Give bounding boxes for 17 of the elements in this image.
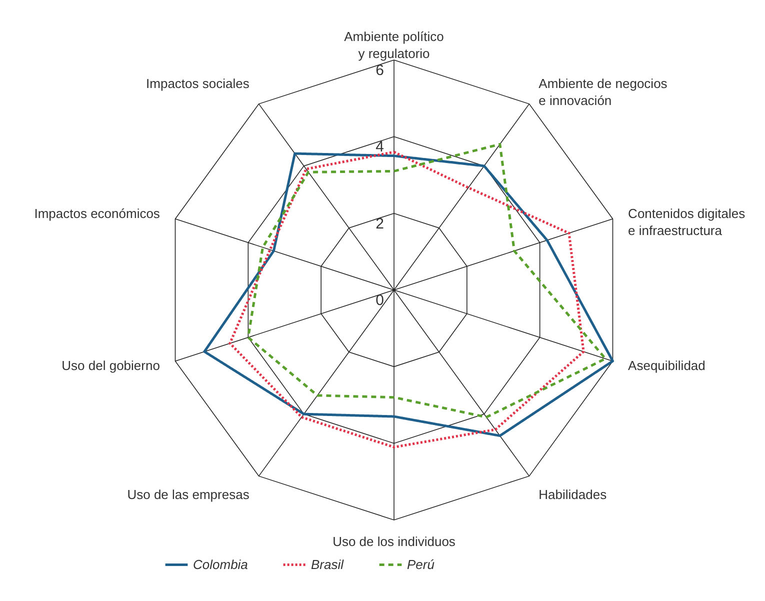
- spoke-label: Uso de los individuos: [332, 534, 456, 550]
- spoke-label: Impactos económicos: [34, 206, 160, 221]
- y-tick-label: 2: [376, 215, 384, 232]
- legend-label: Perú: [407, 556, 434, 572]
- spoke-label: Ambiente de negocios e innovación: [538, 76, 668, 108]
- legend-label: Brasil: [311, 556, 345, 572]
- y-tick-label: 6: [376, 62, 384, 79]
- spoke-label: Contenidos digitales e infraestructura: [628, 206, 746, 238]
- spoke-label: Habilidades: [538, 487, 608, 502]
- y-tick-label: 4: [376, 138, 384, 156]
- y-tick-label: 0: [376, 292, 384, 309]
- legend-label: Colombia: [193, 556, 248, 572]
- spoke-label: Asequibilidad: [628, 358, 706, 374]
- spoke-label: Uso del gobierno: [62, 358, 160, 374]
- spoke-label: Impactos sociales: [146, 76, 250, 91]
- spoke-label: Ambiente político y regulatorio: [344, 28, 444, 61]
- spoke-label: Uso de las empresas: [127, 487, 250, 502]
